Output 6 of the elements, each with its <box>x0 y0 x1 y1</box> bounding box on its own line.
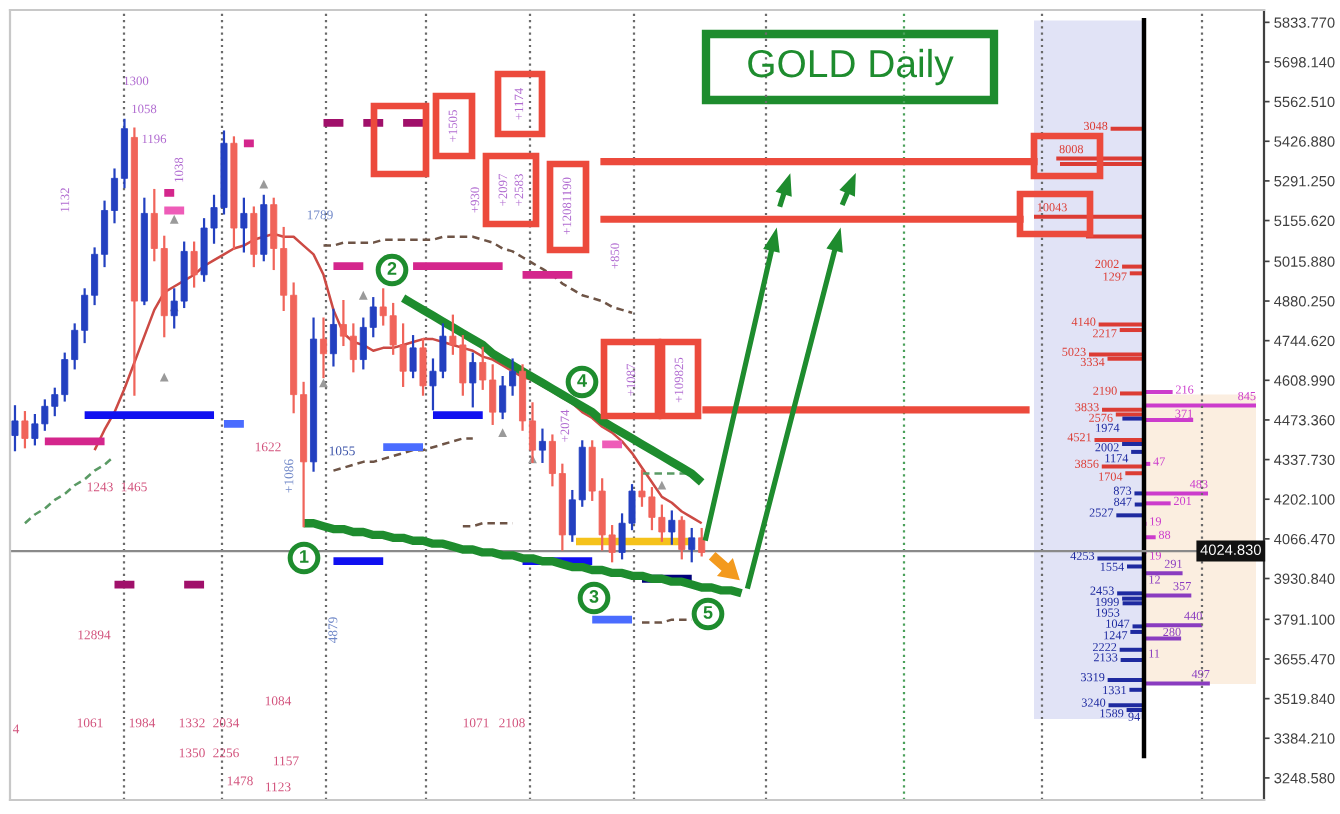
annotation: 3 <box>589 590 599 603</box>
annotation: 2 <box>387 262 397 275</box>
annotation: 4 <box>577 374 587 387</box>
annotation: 1 <box>300 550 309 563</box>
annotation: 5 <box>703 606 713 619</box>
text: GOLD Daily <box>748 48 954 86</box>
